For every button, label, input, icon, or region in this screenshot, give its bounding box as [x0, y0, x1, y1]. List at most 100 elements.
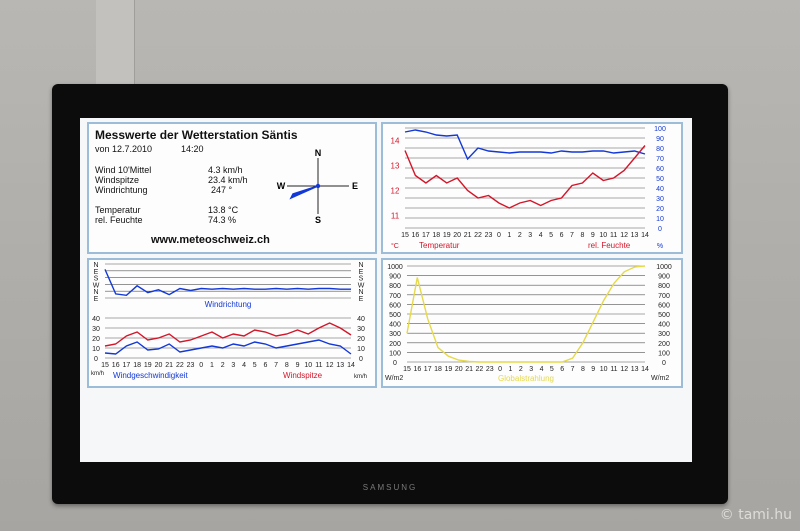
temp-xtick: 3	[528, 232, 532, 239]
winddir-ytick-right: E	[359, 269, 364, 276]
temp-xtick: 15	[401, 232, 409, 239]
rad-ytick-right: 400	[658, 322, 670, 329]
rad-xtick: 11	[610, 366, 617, 373]
rad-xtick: 23	[486, 366, 494, 373]
rad-ytick-right: 500	[658, 312, 670, 319]
winddir-ytick-right: S	[359, 276, 364, 283]
wind-xtick: 0	[199, 362, 203, 369]
temp-axis-label: Temperatur	[419, 241, 460, 250]
wind-xtick: 23	[187, 362, 195, 369]
rad-ytick-right: 700	[658, 293, 670, 300]
rad-xtick: 16	[413, 366, 421, 373]
meteoschweiz-link[interactable]: www.meteoschweiz.ch	[151, 234, 270, 246]
temp-ytick-left: 11	[391, 212, 400, 221]
winddir-ytick-left: N	[93, 289, 98, 296]
rad-xtick: 5	[550, 366, 554, 373]
temp-xtick: 2	[518, 232, 522, 239]
rad-xtick: 9	[591, 366, 595, 373]
tv-brand-logo: SAMSUNG	[362, 483, 418, 492]
row-value-wind-mean: 4.3 km/h	[208, 165, 243, 175]
rad-xtick: 8	[581, 366, 585, 373]
row-label-wind-dir: Windrichtung	[95, 185, 148, 195]
rad-unit-left: W/m2	[385, 375, 403, 382]
rad-xtick: 7	[571, 366, 575, 373]
wind-xtick: 10	[304, 362, 312, 369]
rad-xtick: 3	[529, 366, 533, 373]
wind-xtick: 7	[274, 362, 278, 369]
temp-xtick: 17	[422, 232, 430, 239]
temp-xtick: 5	[549, 232, 553, 239]
rad-ytick-right: 1000	[656, 264, 672, 271]
windspeed-ytick-right: 0	[359, 356, 363, 363]
temp-xtick: 8	[580, 232, 584, 239]
compass-n: N	[315, 148, 322, 158]
windspeed-ytick-right: 40	[357, 316, 365, 323]
row-value-wind-peak: 23.4 km/h	[208, 175, 248, 185]
temp-xtick: 0	[497, 232, 501, 239]
winddir-ytick-right: N	[358, 262, 363, 269]
winddir-ytick-left: E	[94, 296, 99, 303]
wind-xtick: 2	[221, 362, 225, 369]
humidity-ytick-right: 10	[656, 216, 664, 223]
humidity-ytick-right: 90	[656, 136, 664, 143]
windpeak-series-line	[104, 322, 352, 347]
rad-xtick: 14	[641, 366, 649, 373]
photo-watermark: © tami.hu	[719, 507, 792, 523]
row-label-humidity: rel. Feuchte	[95, 215, 143, 225]
rad-xtick: 0	[498, 366, 502, 373]
windspeed-series-line	[104, 339, 352, 355]
wind-xtick: 21	[165, 362, 173, 369]
rad-ytick-right: 300	[658, 331, 670, 338]
rad-ytick-left: 200	[389, 341, 401, 348]
humidity-ytick-right: 30	[656, 196, 664, 203]
winddir-ytick-left: E	[94, 269, 99, 276]
radiation-panel: 0 0 100 100 200 200 300 300 400 400 500 500 600 600 70…	[381, 258, 683, 388]
windspeed-ytick-right: 20	[357, 336, 365, 343]
temp-ytick-left: 14	[391, 137, 400, 146]
temp-xtick: 9	[591, 232, 595, 239]
wind-xtick: 5	[253, 362, 257, 369]
compass-center	[315, 183, 321, 189]
station-title: Messwerte der Wetterstation Säntis	[95, 128, 298, 142]
rad-ytick-left: 100	[389, 350, 401, 357]
tv-frame: Messwerte der Wetterstation Säntis von 1…	[52, 84, 728, 504]
temp-xtick: 18	[432, 232, 440, 239]
screen: Messwerte der Wetterstation Säntis von 1…	[80, 118, 692, 462]
radiation-series-line	[406, 265, 646, 363]
rad-ytick-right: 600	[658, 302, 670, 309]
rad-xtick: 15	[403, 366, 411, 373]
rad-ytick-right: 800	[658, 283, 670, 290]
wind-xtick: 9	[296, 362, 300, 369]
humidity-series-line	[404, 129, 646, 161]
compass-s: S	[315, 215, 321, 224]
wind-xtick: 17	[122, 362, 130, 369]
temp-xtick: 13	[631, 232, 639, 239]
humidity-ytick-right: 50	[656, 176, 664, 183]
temp-xtick: 12	[620, 232, 628, 239]
temp-unit-label: °C	[391, 242, 399, 250]
wind-panel: N N E E S S W W N N E E Windrichtung 0 0 10 10 20 20 30 30 40…	[87, 258, 377, 388]
row-value-humidity: 74.3 %	[208, 215, 237, 225]
humidity-ytick-right: 0	[658, 226, 662, 233]
rad-ytick-right: 900	[658, 274, 670, 281]
winddir-ytick-right: E	[359, 296, 364, 303]
rad-ytick-left: 400	[389, 322, 401, 329]
temp-xtick: 23	[485, 232, 493, 239]
humidity-unit-label: %	[657, 243, 663, 250]
wind-xtick: 8	[285, 362, 289, 369]
windspeed-ytick-right: 30	[357, 326, 365, 333]
humidity-ytick-right: 70	[656, 156, 664, 163]
temp-xtick: 10	[599, 232, 607, 239]
wind-xtick: 16	[112, 362, 120, 369]
rad-ytick-right: 0	[662, 360, 666, 367]
windspeed-ytick-left: 10	[92, 346, 100, 353]
temp-ytick-left: 13	[391, 162, 400, 171]
rad-unit-right: W/m2	[651, 375, 669, 382]
temp-xtick: 14	[641, 232, 649, 239]
wall-strip	[96, 0, 135, 90]
temp-xtick: 7	[570, 232, 574, 239]
temp-xtick: 21	[464, 232, 472, 239]
wind-xtick: 11	[315, 362, 322, 369]
